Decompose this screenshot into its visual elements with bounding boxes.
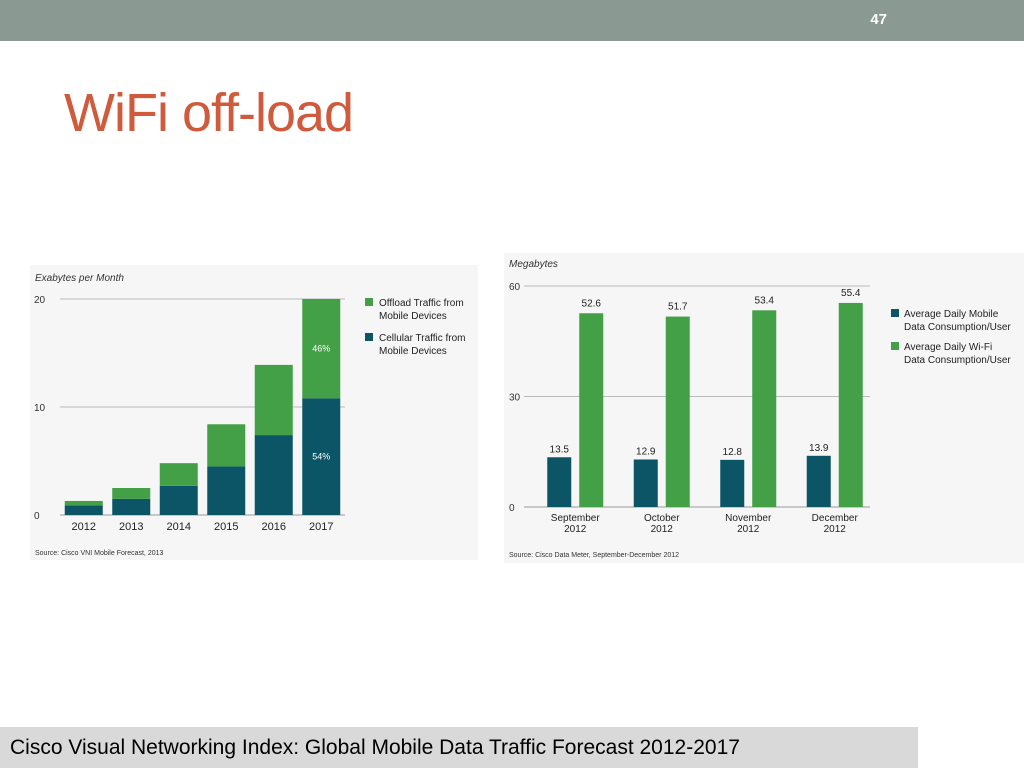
bar-cellular	[112, 498, 151, 515]
data-label: 51.7	[668, 302, 688, 313]
legend-swatch	[891, 309, 899, 317]
y-axis-title: Exabytes per Month	[35, 273, 124, 284]
x-tick-label: 2012	[72, 521, 96, 533]
bar-offload	[254, 364, 293, 436]
y-axis-title: Megabytes	[509, 259, 558, 270]
bar-cellular	[302, 398, 341, 515]
data-label: 54%	[312, 452, 330, 462]
bar-wifi	[579, 313, 604, 507]
y-tick-label: 60	[509, 282, 521, 293]
chart-source: Source: Cisco Data Meter, September-Dece…	[509, 552, 679, 559]
data-label: 52.6	[582, 298, 602, 309]
legend-label: Cellular Traffic from Mobile Devices	[379, 333, 466, 357]
bar-mobile	[720, 459, 745, 507]
legend-swatch	[891, 342, 899, 350]
caption-box: Cisco Visual Networking Index: Global Mo…	[0, 727, 918, 768]
bar-offload	[112, 488, 151, 499]
chart-source: Source: Cisco VNI Mobile Forecast, 2013	[35, 550, 163, 557]
x-tick-label: 2013	[119, 521, 143, 533]
offload-traffic-chart: Exabytes per Month 0 10 20 2012 2013 2014 2015 2…	[30, 265, 478, 560]
legend-swatch	[365, 333, 373, 341]
slide-title: WiFi off-load	[64, 83, 354, 143]
y-tick-label: 0	[509, 503, 515, 514]
bar-wifi	[838, 302, 863, 507]
data-label: 55.4	[841, 288, 861, 299]
offload-traffic-chart-svg: Exabytes per Month 0 10 20 2012 2013 2014 2015 2…	[34, 273, 466, 557]
data-label: 12.8	[723, 447, 743, 458]
x-tick-label: September 2012	[551, 513, 601, 535]
slide-number: 47	[870, 11, 887, 28]
bar-cellular	[64, 505, 103, 515]
y-tick-label: 30	[509, 393, 521, 404]
data-consumption-chart-svg: Megabytes 0 30 60 13.5 52.6 September 2012 12.9 5…	[509, 259, 1011, 559]
bar-mobile	[633, 459, 658, 507]
data-label: 13.5	[550, 444, 570, 455]
legend-label: Average Daily Mobile Data Consumption/Use…	[904, 309, 1011, 333]
data-label: 13.9	[809, 443, 829, 454]
x-tick-label: 2016	[262, 521, 286, 533]
bar-wifi	[665, 316, 690, 507]
data-consumption-chart: Megabytes 0 30 60 13.5 52.6 September 2012 12.9 5…	[504, 253, 1024, 563]
y-tick-label: 20	[34, 295, 46, 306]
x-tick-label: 2015	[214, 521, 238, 533]
y-tick-label: 0	[34, 511, 40, 522]
x-tick-label: October 2012	[644, 513, 680, 535]
x-tick-label: 2017	[309, 521, 333, 533]
header-bar: 47	[0, 0, 1024, 41]
bar-cellular	[207, 466, 246, 515]
bar-offload	[207, 424, 246, 467]
data-label: 12.9	[636, 446, 656, 457]
caption-text: Cisco Visual Networking Index: Global Mo…	[10, 736, 740, 759]
bar-cellular	[254, 435, 293, 515]
legend-label: Average Daily Wi-Fi Data Consumption/User	[904, 342, 1011, 366]
x-tick-label: December 2012	[812, 513, 859, 535]
legend-swatch	[365, 298, 373, 306]
data-label: 46%	[312, 344, 330, 354]
data-label: 53.4	[755, 295, 775, 306]
bar-mobile	[547, 457, 572, 507]
legend-label: Offload Traffic from Mobile Devices	[379, 298, 464, 322]
bar-wifi	[752, 310, 777, 507]
bar-cellular	[159, 485, 198, 515]
y-tick-label: 10	[34, 403, 46, 414]
bar-offload	[302, 299, 341, 399]
x-tick-label: 2014	[167, 521, 191, 533]
bar-offload	[64, 500, 103, 506]
x-tick-label: November 2012	[725, 513, 772, 535]
bar-mobile	[806, 455, 831, 507]
bar-offload	[159, 463, 198, 486]
